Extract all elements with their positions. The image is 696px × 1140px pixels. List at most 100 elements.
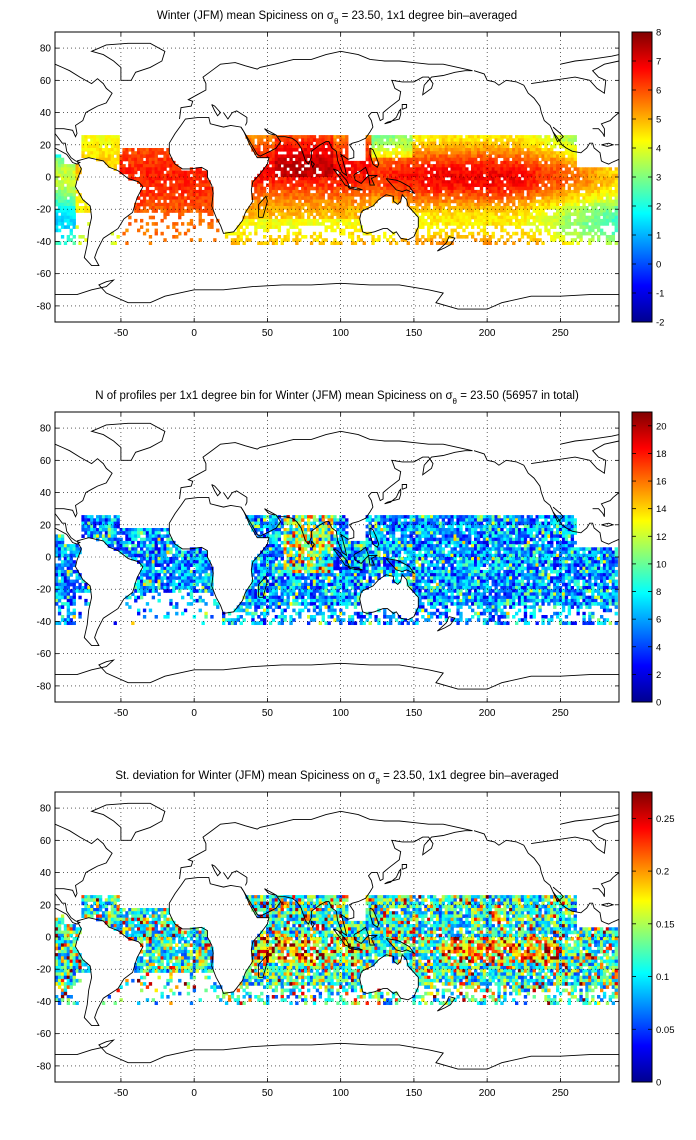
heatmap-cell: [435, 206, 440, 210]
heatmap-cell: [315, 177, 320, 181]
heatmap-cell: [333, 196, 337, 200]
heatmap-cell: [476, 151, 481, 155]
heatmap-cell: [116, 148, 120, 152]
heatmap-cell: [462, 157, 466, 162]
heatmap-cell: [98, 148, 103, 152]
heatmap-cell: [485, 196, 490, 200]
heatmap-cell: [277, 177, 282, 181]
heatmap-cell: [75, 189, 79, 194]
heatmap-cell: [468, 218, 472, 223]
heatmap-cell: [494, 518, 498, 522]
heatmap-cell: [479, 173, 484, 178]
heatmap-cell: [600, 183, 604, 188]
heatmap-cell: [435, 167, 440, 171]
heatmap-cell: [374, 151, 378, 155]
heatmap-cell: [570, 189, 575, 194]
heatmap-cell: [90, 148, 94, 152]
heatmap-cell: [418, 186, 422, 191]
heatmap-cell: [500, 235, 504, 239]
heatmap-cell: [57, 537, 62, 542]
heatmap-cell: [142, 531, 147, 535]
heatmap-cell: [371, 193, 375, 197]
heatmap-cell: [474, 209, 478, 213]
heatmap-cell: [324, 528, 328, 532]
heatmap-cell: [435, 231, 440, 236]
heatmap-cell: [488, 157, 492, 162]
heatmap-cell: [441, 154, 446, 159]
heatmap-cell: [66, 218, 71, 223]
heatmap-cell: [570, 515, 575, 519]
heatmap-cell: [526, 518, 531, 522]
heatmap-cell: [324, 183, 328, 188]
heatmap-cell: [84, 528, 88, 532]
heatmap-cell: [403, 167, 408, 171]
heatmap-cell: [183, 173, 188, 178]
heatmap-cell: [608, 215, 613, 220]
heatmap-cell: [421, 186, 425, 191]
heatmap-cell: [312, 135, 317, 139]
heatmap-cell: [468, 206, 472, 210]
heatmap-cell: [479, 215, 484, 220]
heatmap-cell: [427, 154, 431, 159]
heatmap-cell: [517, 528, 522, 532]
heatmap-cell: [588, 231, 592, 236]
heatmap-cell: [479, 164, 484, 168]
heatmap-cell: [400, 154, 405, 159]
heatmap-cell: [564, 144, 569, 149]
heatmap-cell: [485, 177, 490, 181]
heatmap-cell: [503, 202, 507, 207]
coastline: [552, 126, 564, 143]
heatmap-cell: [198, 218, 202, 223]
heatmap-cell: [160, 183, 164, 188]
heatmap-cell: [66, 189, 71, 194]
heatmap-cell: [544, 167, 548, 171]
heatmap-cell: [582, 231, 586, 236]
heatmap-cell: [81, 206, 85, 210]
heatmap-cell: [377, 186, 381, 191]
heatmap-cell: [327, 160, 331, 165]
heatmap-cell: [585, 170, 589, 175]
heatmap-cell: [312, 222, 317, 226]
heatmap-cell: [409, 199, 413, 204]
heatmap-cell: [435, 196, 440, 200]
heatmap-cell: [309, 241, 314, 246]
heatmap-cell: [556, 206, 560, 210]
heatmap-cell: [371, 186, 375, 191]
heatmap-cell: [307, 193, 311, 197]
heatmap-cell: [553, 199, 557, 204]
heatmap-cell: [474, 183, 478, 188]
heatmap-cell: [462, 202, 466, 207]
heatmap-cell: [459, 225, 463, 229]
heatmap-cell: [482, 196, 487, 200]
heatmap-cell: [403, 151, 408, 155]
heatmap-cell: [526, 212, 531, 217]
heatmap-cell: [406, 157, 410, 162]
heatmap-cell: [567, 521, 572, 526]
heatmap-cell: [339, 148, 343, 152]
heatmap-cell: [488, 515, 492, 519]
heatmap-cell: [301, 154, 305, 159]
heatmap-cell: [594, 180, 598, 184]
heatmap-cell: [289, 151, 293, 155]
heatmap-cell: [424, 222, 428, 226]
heatmap-cell: [515, 222, 519, 226]
heatmap-cell: [435, 180, 440, 184]
heatmap-cell: [488, 173, 492, 178]
heatmap-cell: [280, 238, 284, 242]
heatmap-cell: [438, 186, 443, 191]
heatmap-cell: [60, 209, 65, 213]
heatmap-cell: [412, 537, 416, 542]
heatmap-cell: [254, 148, 258, 152]
heatmap-cell: [482, 157, 487, 162]
heatmap-cell: [553, 225, 557, 229]
heatmap-cell: [292, 521, 296, 526]
heatmap-cell: [406, 515, 410, 519]
heatmap-cell: [342, 173, 346, 178]
heatmap-cell: [304, 209, 308, 213]
heatmap-cell: [160, 189, 164, 194]
heatmap-cell: [491, 206, 495, 210]
heatmap-cell: [491, 518, 495, 522]
heatmap-cell: [131, 170, 135, 175]
heatmap-cell: [348, 177, 352, 181]
heatmap-cell: [488, 528, 492, 532]
